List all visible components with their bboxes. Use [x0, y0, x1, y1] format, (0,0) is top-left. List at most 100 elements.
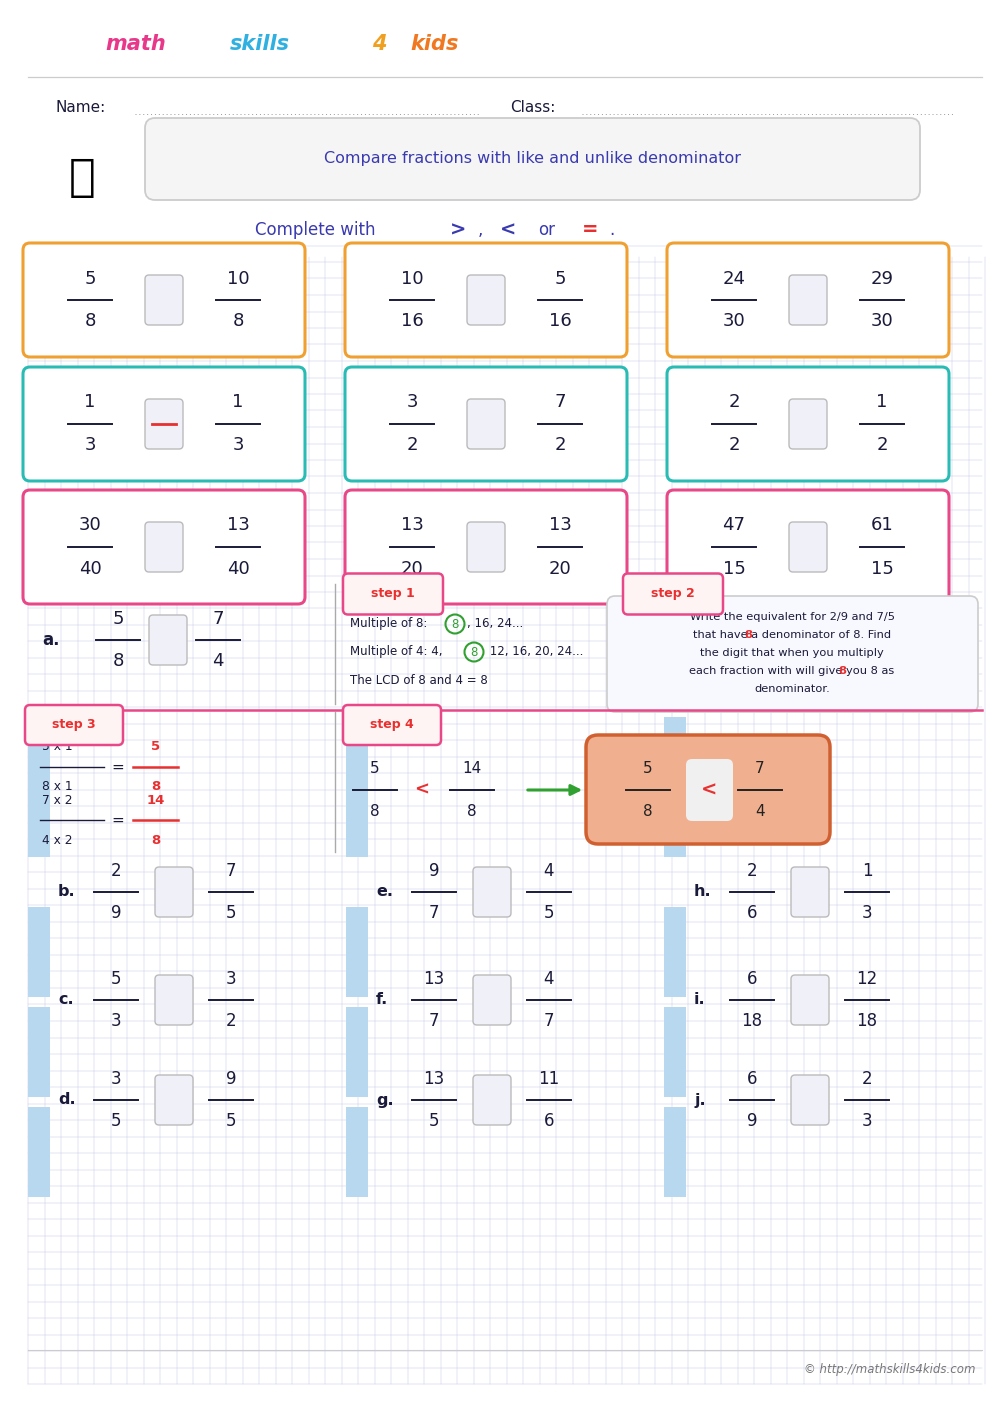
- Text: <: <: [500, 220, 516, 240]
- Text: 47: 47: [722, 517, 746, 535]
- Text: f.: f.: [376, 993, 388, 1008]
- Text: Complete with: Complete with: [255, 222, 381, 239]
- Text: >: >: [450, 220, 466, 240]
- Text: .: .: [609, 222, 615, 239]
- Text: Name:: Name:: [55, 99, 105, 114]
- Text: Write the equivalent for 2/9 and 7/5: Write the equivalent for 2/9 and 7/5: [690, 611, 895, 623]
- FancyBboxPatch shape: [28, 1107, 50, 1197]
- Text: kids: kids: [410, 34, 458, 54]
- FancyBboxPatch shape: [467, 275, 505, 325]
- Text: 2: 2: [876, 436, 888, 455]
- FancyBboxPatch shape: [789, 400, 827, 449]
- FancyBboxPatch shape: [789, 522, 827, 572]
- Text: <: <: [415, 781, 430, 799]
- Text: the digit that when you multiply: the digit that when you multiply: [700, 648, 884, 658]
- Text: 8: 8: [744, 630, 752, 640]
- Text: 14: 14: [462, 761, 482, 777]
- Text: 7: 7: [429, 905, 439, 922]
- Text: 6: 6: [544, 1113, 554, 1131]
- FancyBboxPatch shape: [686, 760, 733, 820]
- Text: 15: 15: [871, 559, 893, 578]
- Text: 15: 15: [723, 559, 745, 578]
- Text: 5: 5: [84, 270, 96, 288]
- Text: 5: 5: [554, 270, 566, 288]
- Text: Multiple of 4: 4,: Multiple of 4: 4,: [350, 645, 446, 658]
- Text: 40: 40: [79, 559, 101, 578]
- FancyBboxPatch shape: [664, 907, 686, 997]
- Text: 13: 13: [423, 1069, 445, 1087]
- Text: g.: g.: [376, 1093, 394, 1107]
- Text: 30: 30: [723, 312, 745, 330]
- Text: 16: 16: [549, 312, 571, 330]
- Text: math: math: [105, 34, 166, 54]
- Text: 3: 3: [862, 905, 872, 922]
- Text: 5: 5: [226, 905, 236, 922]
- Text: 5: 5: [643, 761, 653, 777]
- Text: 14: 14: [147, 794, 165, 806]
- Text: denominator.: denominator.: [754, 683, 830, 695]
- FancyBboxPatch shape: [791, 1075, 829, 1125]
- Text: step 2: step 2: [651, 587, 695, 600]
- Text: 5: 5: [111, 970, 121, 987]
- Text: 12, 16, 20, 24...: 12, 16, 20, 24...: [486, 645, 583, 658]
- FancyBboxPatch shape: [346, 907, 368, 997]
- Text: 2: 2: [111, 861, 121, 880]
- FancyBboxPatch shape: [607, 596, 978, 712]
- Text: ,: ,: [477, 222, 483, 239]
- Text: 7: 7: [429, 1012, 439, 1031]
- FancyBboxPatch shape: [467, 522, 505, 572]
- Text: 5: 5: [112, 610, 124, 627]
- Text: 3: 3: [226, 970, 236, 987]
- FancyBboxPatch shape: [343, 705, 441, 746]
- Text: 20: 20: [549, 559, 571, 578]
- Text: 5 x 1: 5 x 1: [42, 740, 73, 754]
- Text: 7 x 2: 7 x 2: [42, 794, 72, 806]
- FancyBboxPatch shape: [346, 1107, 368, 1197]
- Text: 4: 4: [755, 803, 765, 819]
- Text: 30: 30: [79, 517, 101, 535]
- Text: 7: 7: [554, 394, 566, 411]
- FancyBboxPatch shape: [586, 736, 830, 844]
- Text: that have a denominator of 8. Find: that have a denominator of 8. Find: [693, 630, 891, 640]
- Text: 3: 3: [232, 436, 244, 455]
- Text: 6: 6: [747, 905, 757, 922]
- Text: 40: 40: [227, 559, 249, 578]
- Text: 9: 9: [429, 861, 439, 880]
- Text: Class:: Class:: [510, 99, 555, 114]
- Text: 3: 3: [111, 1012, 121, 1031]
- FancyBboxPatch shape: [473, 976, 511, 1025]
- FancyBboxPatch shape: [343, 573, 443, 614]
- Text: each fraction with will give you 8 as: each fraction with will give you 8 as: [689, 666, 895, 676]
- FancyBboxPatch shape: [155, 976, 193, 1025]
- FancyBboxPatch shape: [791, 867, 829, 916]
- Text: 18: 18: [856, 1012, 878, 1031]
- Text: 7: 7: [226, 861, 236, 880]
- Text: 8: 8: [370, 803, 380, 819]
- Text: a.: a.: [42, 631, 60, 650]
- Text: Multiple of 8:: Multiple of 8:: [350, 617, 431, 631]
- FancyBboxPatch shape: [145, 400, 183, 449]
- Text: 10: 10: [401, 270, 423, 288]
- FancyBboxPatch shape: [664, 1007, 686, 1097]
- Text: e.: e.: [376, 884, 393, 899]
- Text: 10: 10: [227, 270, 249, 288]
- FancyBboxPatch shape: [346, 1007, 368, 1097]
- Text: b.: b.: [58, 884, 76, 899]
- Text: i.: i.: [694, 993, 706, 1008]
- Text: 4: 4: [372, 34, 386, 54]
- Text: © http://mathskills4kids.com: © http://mathskills4kids.com: [804, 1364, 975, 1377]
- FancyBboxPatch shape: [28, 907, 50, 997]
- Text: 11: 11: [538, 1069, 560, 1087]
- Text: 2: 2: [226, 1012, 236, 1031]
- Text: 7: 7: [544, 1012, 554, 1031]
- Text: 8: 8: [112, 652, 124, 671]
- Text: 8: 8: [643, 803, 653, 819]
- Text: 9: 9: [747, 1113, 757, 1131]
- Text: 🐔: 🐔: [69, 155, 95, 199]
- Text: 8: 8: [84, 312, 96, 330]
- FancyBboxPatch shape: [345, 490, 627, 604]
- FancyBboxPatch shape: [664, 717, 686, 857]
- Text: 13: 13: [549, 517, 571, 535]
- Text: d.: d.: [58, 1093, 76, 1107]
- Text: 4: 4: [544, 970, 554, 987]
